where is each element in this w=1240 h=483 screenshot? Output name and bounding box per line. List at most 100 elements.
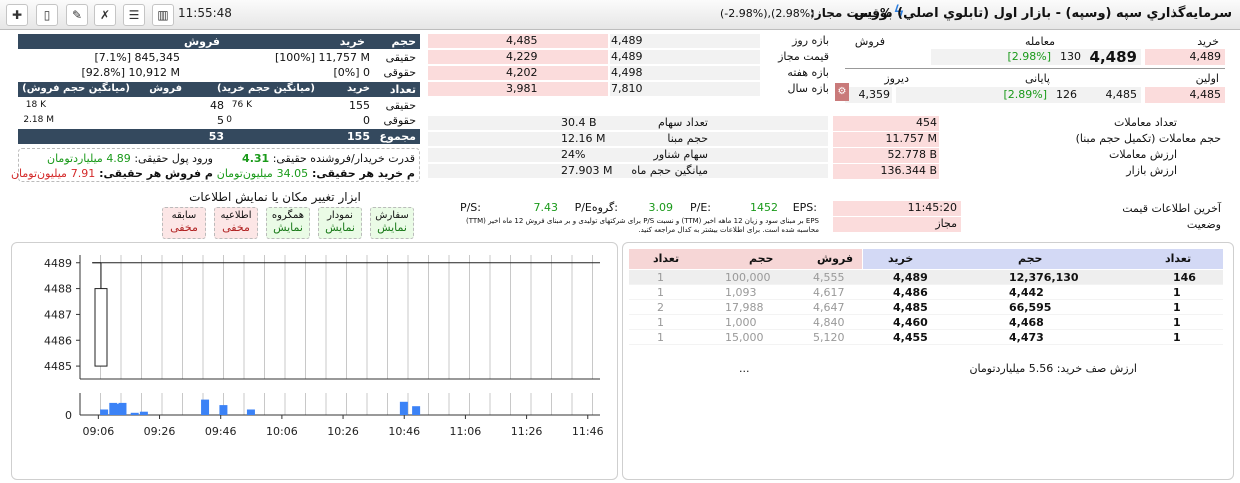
count-header: تعداد خرید (میانگین حجم خرید) فروش (میان… [18, 82, 420, 97]
trade-stat-value: 11.757 M [885, 132, 937, 145]
trade-stat-bg [833, 148, 939, 163]
bar-chart-icon[interactable]: ▥ [152, 4, 174, 26]
orderbook-row[interactable]: 1 100,000 4,555 4,489 12,376,130 146 [629, 270, 1223, 285]
list-icon[interactable]: ☰ [123, 4, 145, 26]
ob-buy-price: 4,485 [893, 301, 928, 314]
candle-body [94, 288, 108, 367]
ob-buy-vol: 66,595 [1009, 301, 1052, 314]
range-high: 4,485 [506, 34, 538, 47]
range-high-bg [428, 66, 608, 80]
x-tick-label: 09:26 [144, 425, 176, 438]
trade-stat-bg [833, 164, 939, 179]
ob-buy-count: 1 [1173, 316, 1181, 329]
vol-zero-label: 0 [65, 409, 72, 422]
stat-value: 24% [561, 148, 586, 161]
tool-toggle[interactable]: نمودار نمایش [318, 207, 362, 239]
volume-rows: حقیقی [100%] 11,757 M [7.1%] 845,345 حقو… [81, 51, 416, 79]
stat-label: سهام شناور [653, 148, 708, 161]
volume-bar [399, 401, 408, 415]
orderbook-row[interactable]: 2 17,988 4,647 4,485 66,595 1 [629, 300, 1223, 315]
add-icon[interactable]: ✚ [6, 4, 28, 26]
x-tick-label: 09:06 [83, 425, 115, 438]
ob-buy-vol: 4,442 [1009, 286, 1044, 299]
orderbook-row[interactable]: 1 15,000 5,120 4,455 4,473 1 [629, 330, 1223, 345]
ob-sell-price: 4,840 [813, 316, 845, 329]
volume-bar [118, 402, 127, 415]
range-low-bg [610, 50, 760, 64]
info: آخرین اطلاعات قیمت 11:45:20 وضعیت مجاز [833, 201, 1225, 235]
ob-sell-count: 1 [657, 286, 664, 299]
range-high: 4,202 [506, 66, 538, 79]
chart-panel: 4485 4486 4487 4488 4489 0 09:06 09:26 09:46 10:0… [11, 242, 618, 480]
trade-stat-value: 136.344 B [880, 164, 937, 177]
tool-state: مخفی [222, 221, 250, 234]
ratios: EPS: 1452 P/E: 3.09 P/Eگروه: 7.43 P/S: E… [459, 201, 819, 234]
range-low: 4,489 [611, 50, 643, 63]
tool-toggle[interactable]: اطلاعیه مخفی [214, 207, 258, 239]
tools-toggles: سفارش نمایش نمودار نمایش همگروه نمایش اطلاعیه م… [160, 207, 422, 239]
ob-buy-count: 1 [1173, 286, 1181, 299]
ob-sell-vol: 1,000 [725, 316, 757, 329]
top-bar: ✚ ▯ ✎ ✗ ☰ ▥ 11:55:48 (2.98%),(2.98%-) %ق… [0, 0, 1240, 30]
tool-name: سفارش [375, 210, 409, 221]
x-tick-label: 10:26 [327, 425, 359, 438]
trade-stat-value: 52.778 B [887, 148, 937, 161]
y-tick-label: 4486 [44, 334, 72, 347]
ob-buy-count: 1 [1173, 301, 1181, 314]
clock: 11:55:48 [178, 6, 232, 20]
bolt-icon: ϟ [893, 2, 905, 23]
orderbook-row[interactable]: 1 1,093 4,617 4,486 4,442 1 [629, 285, 1223, 300]
chart-x-icon[interactable]: ✗ [94, 4, 116, 26]
ob-buy-count: 146 [1173, 271, 1196, 284]
stat-bg [428, 148, 828, 162]
ob-buy-count: 1 [1173, 331, 1181, 344]
range-label: بازه سال [787, 82, 829, 95]
trade-stat-label: ارزش معاملات [1109, 148, 1177, 161]
y-tick-label: 4489 [44, 257, 72, 270]
volume-bar [201, 399, 210, 415]
ob-buy-price: 4,489 [893, 271, 928, 284]
stat-value: 27.903 M [561, 164, 613, 177]
stat-value: 12.16 M [561, 132, 606, 145]
tool-name: اطلاعیه [220, 210, 252, 221]
trade-stat-label: تعداد معاملات [1114, 116, 1177, 129]
volume-bar [412, 406, 421, 415]
ob-sell-count: 2 [657, 301, 664, 314]
range-high-bg [428, 82, 608, 96]
note-icon[interactable]: ✎ [66, 4, 88, 26]
tool-toggle[interactable]: سفارش نمایش [370, 207, 414, 239]
stat-bg [428, 164, 828, 178]
orderbook-sell-header: تعداد حجم فروش [629, 249, 862, 269]
ob-sell-vol: 1,093 [725, 286, 757, 299]
price-range: (2.98%),(2.98%-) [720, 7, 815, 20]
tool-toggle[interactable]: همگروه نمایش [266, 207, 310, 239]
price-label: %قیمت مجاز: [810, 6, 892, 20]
page-title: سرمايه‌گذاري سپه (وسپه) - بازار اول (تاب… [854, 6, 1232, 21]
x-tick-label: 11:26 [511, 425, 543, 438]
y-tick-label: 4488 [44, 283, 72, 296]
tool-name: نمودار [327, 210, 353, 221]
volume-bar [109, 402, 118, 415]
document-icon[interactable]: ▯ [36, 4, 58, 26]
volume-bar [130, 412, 139, 415]
stat-bg [428, 116, 828, 130]
ob-sell-price: 4,617 [813, 286, 845, 299]
tool-name: همگروه [271, 210, 305, 221]
ob-buy-vol: 4,473 [1009, 331, 1044, 344]
range-high: 4,229 [506, 50, 538, 63]
count-rows: حقیقی 155 76 K 48 18 K حقوقی 0 0 5 2.18 … [23, 99, 416, 127]
tools-title: ابزار تغییر مکان یا نمایش اطلاعات [189, 190, 361, 204]
ob-sell-vol: 15,000 [725, 331, 764, 344]
trade-stat-bg [833, 132, 939, 147]
ob-sell-price: 5,120 [813, 331, 845, 344]
range-low-bg [610, 82, 760, 96]
x-tick-label: 10:06 [266, 425, 298, 438]
ob-sell-price: 4,555 [813, 271, 845, 284]
ranges: 4,485 4,489 بازه روز 4,229 4,489 قیمت مجاز 4,2… [428, 34, 833, 100]
orderbook-row[interactable]: 1 1,000 4,840 4,460 4,468 1 [629, 315, 1223, 330]
price-chart[interactable]: 4485 4486 4487 4488 4489 0 09:06 09:26 09:46 10:0… [12, 243, 617, 479]
orderbook-panel: تعداد حجم فروش خرید حجم تعداد 1 100,000 4,… [622, 242, 1234, 480]
ob-sell-vol: 17,988 [725, 301, 764, 314]
settings-icon[interactable]: ⚙ [835, 83, 849, 101]
tool-toggle[interactable]: سابقه مخفی [162, 207, 206, 239]
